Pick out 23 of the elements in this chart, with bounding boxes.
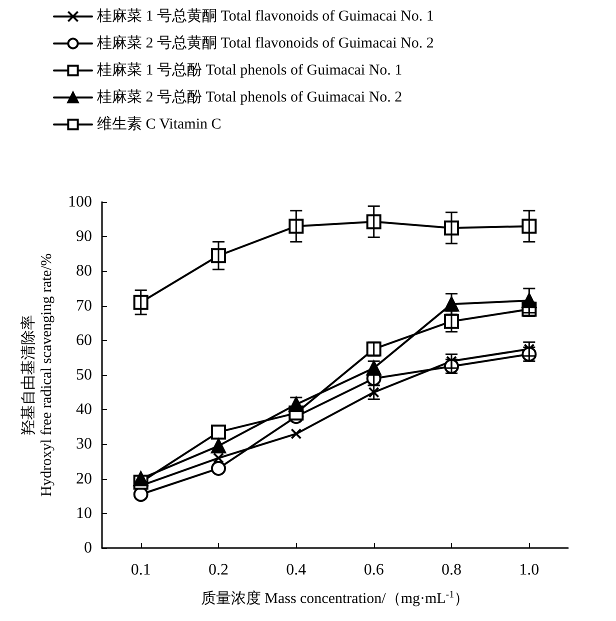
- x-tick-label: 0.8: [442, 562, 462, 578]
- x-tick-label: 0.1: [130, 562, 151, 578]
- y-tick-label: 80: [76, 262, 92, 280]
- x-tick-label: 0.2: [208, 562, 228, 578]
- y-axis-title: 羟基自由基清除率 Hydroxyl free radical scavenging rate/%: [20, 253, 55, 497]
- legend-label: 桂麻菜 2 号总酚 Total phenols of Guimacai No. 2: [96, 88, 402, 106]
- legend-label: 桂麻菜 1 号总酚 Total phenols of Guimacai No. 1: [96, 62, 402, 78]
- y-tick-label: 10: [76, 504, 92, 522]
- y-tick-label: 20: [76, 470, 92, 488]
- legend-label: 维生素 C Vitamin C: [97, 116, 222, 132]
- y-tick-label: 0: [84, 540, 92, 556]
- y-tick-label: 30: [76, 436, 92, 453]
- y-tick-label: 100: [68, 194, 92, 210]
- y-tick-label: 40: [76, 401, 92, 418]
- y-tick-label: 50: [76, 366, 92, 384]
- y-tick-label: 60: [76, 332, 92, 349]
- y-tick-label: 90: [76, 228, 92, 246]
- legend-label: 桂麻菜 1 号总黄酮 Total flavonoids of Guimacai No. 1: [96, 8, 434, 24]
- y-tick-label: 70: [76, 297, 92, 314]
- legend-label: 桂麻菜 2 号总黄酮 Total flavonoids of Guimacai No. 2: [96, 34, 434, 52]
- x-tick-label: 0.4: [286, 562, 306, 578]
- x-tick-label: 0.6: [364, 562, 384, 578]
- x-tick-label: 1.0: [519, 562, 540, 578]
